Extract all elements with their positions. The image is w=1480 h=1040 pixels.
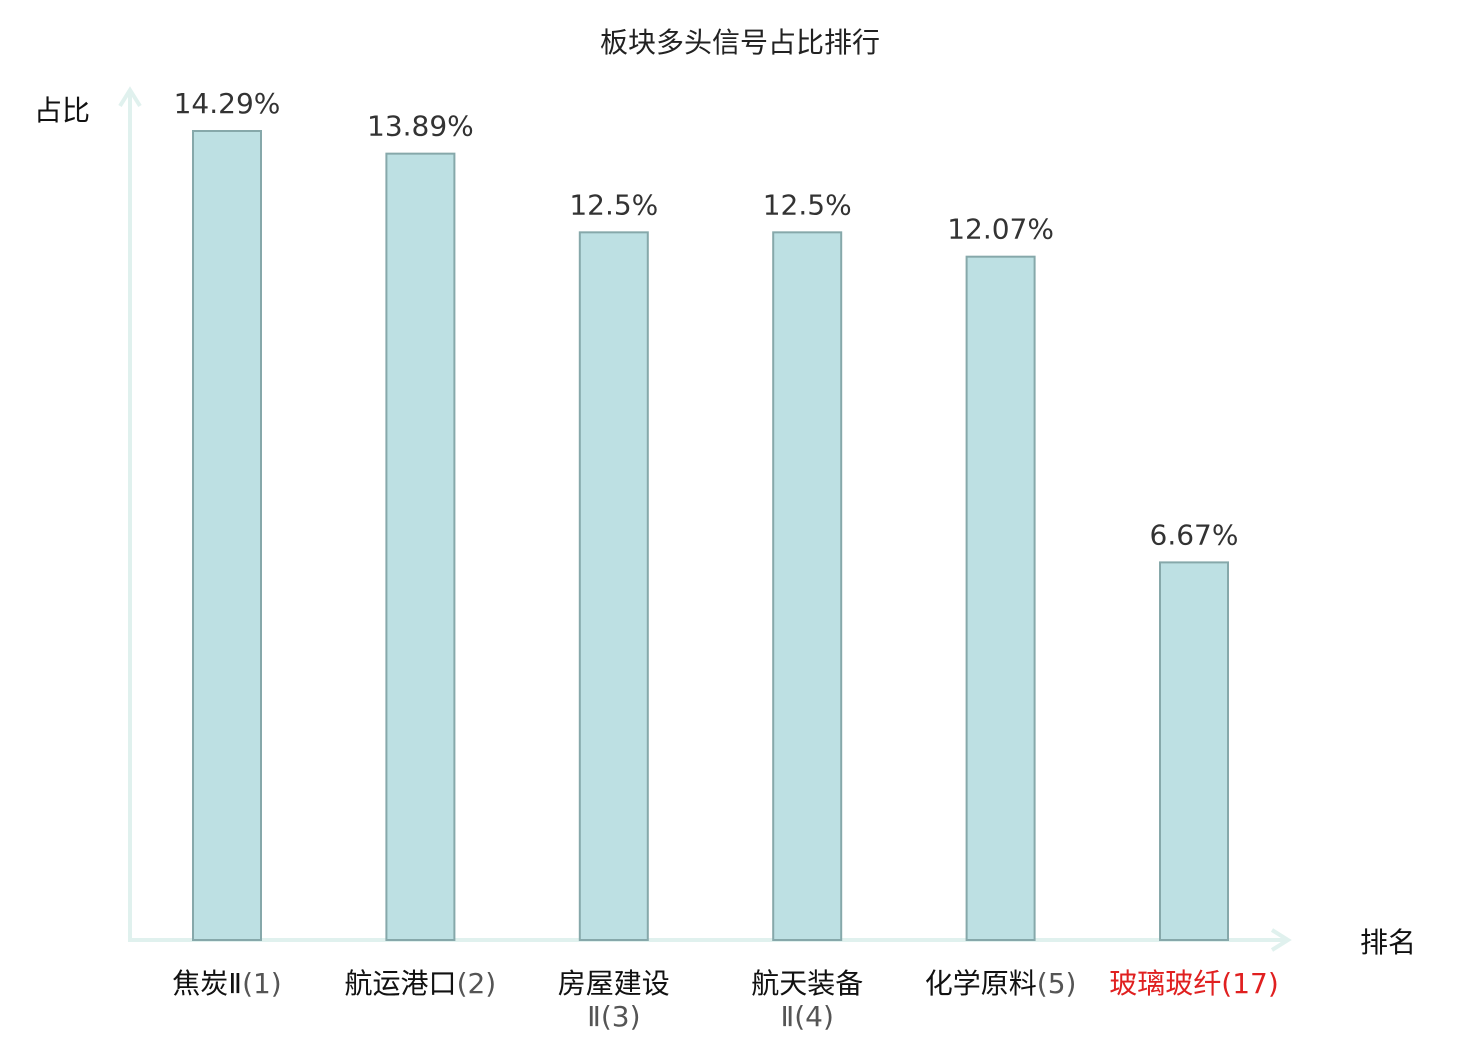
bar-1 [192, 130, 262, 941]
x-axis-arrow [1270, 928, 1292, 952]
y-axis-arrow [118, 86, 142, 108]
value-labels-group: 14.29% 13.89% 12.5% 12.5% 12.07% 6.67% [174, 87, 1239, 551]
category-rank: Ⅱ(4) [780, 1000, 833, 1033]
value-label-2: 13.89% [367, 110, 474, 143]
category-rank: (17) [1221, 967, 1278, 1000]
bar-4 [772, 231, 843, 942]
category-name: 房屋建设 [558, 967, 670, 1000]
category-label-2: 航运港口(2) [345, 967, 497, 1000]
bars-group [192, 130, 1229, 942]
value-label-1: 14.29% [174, 87, 281, 120]
category-rank: Ⅱ(3) [587, 1000, 640, 1033]
chart-title: 板块多头信号占比排行 [600, 26, 880, 59]
category-label-5: 化学原料(5) [925, 967, 1077, 1000]
bar-5 [965, 255, 1036, 941]
value-label-6: 6.67% [1150, 518, 1239, 551]
bar-6 [1159, 561, 1229, 941]
category-label-3: 房屋建设 Ⅱ(3) [558, 967, 670, 1033]
category-label-6: 玻璃玻纤(17) [1109, 967, 1279, 1000]
y-axis-label: 占比 [34, 94, 90, 127]
category-name: 焦炭Ⅱ [172, 967, 242, 1000]
bar-2 [385, 152, 456, 941]
category-name: 航天装备 [751, 967, 863, 1000]
value-label-3: 12.5% [569, 188, 658, 221]
category-label-1: 焦炭Ⅱ(1) [172, 967, 281, 1000]
category-rank: (5) [1037, 967, 1077, 1000]
x-axis-label: 排名 [1360, 926, 1416, 959]
value-label-4: 12.5% [763, 188, 852, 221]
category-rank: (1) [242, 967, 282, 1000]
category-rank: (2) [457, 967, 497, 1000]
value-label-5: 12.07% [947, 213, 1054, 246]
category-name: 玻璃玻纤 [1109, 967, 1221, 1000]
category-name: 化学原料 [925, 967, 1037, 1000]
category-name: 航运港口 [345, 967, 457, 1000]
category-label-4: 航天装备 Ⅱ(4) [751, 967, 863, 1033]
bar-3 [578, 231, 649, 942]
category-labels-group: 焦炭Ⅱ(1) 航运港口(2) 房屋建设 Ⅱ(3) 航天装备 Ⅱ(4) 化学原料(5) 玻璃玻纤… [172, 967, 1278, 1033]
